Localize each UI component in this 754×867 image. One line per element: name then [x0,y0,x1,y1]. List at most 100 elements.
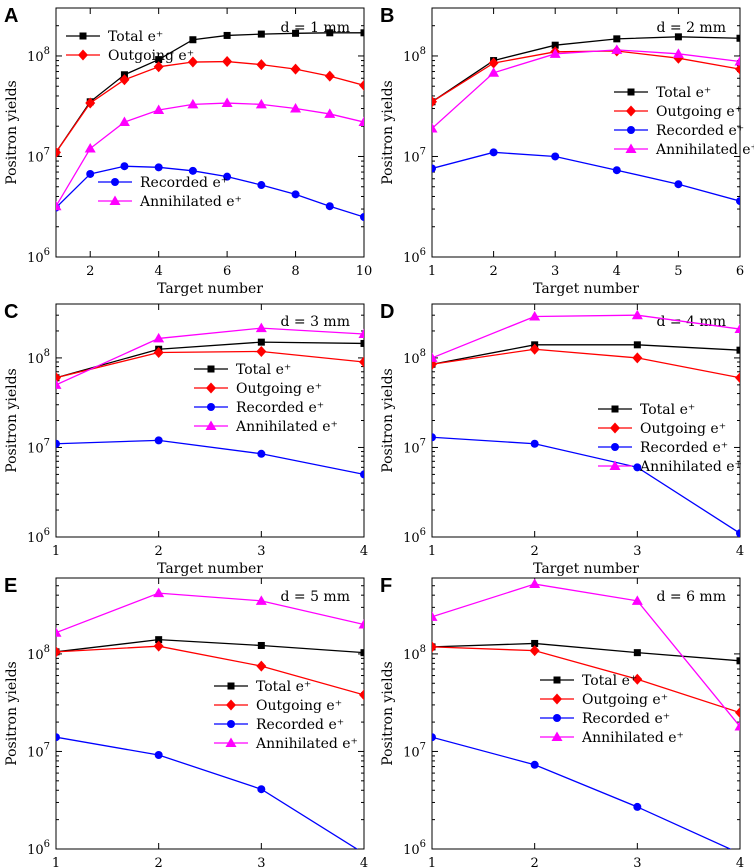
data-point [255,595,267,605]
data-point [551,152,560,161]
legend-marker [207,365,215,373]
y-tick-base: 10 [403,441,420,456]
y-tick-exponent: 6 [420,527,426,538]
legend-label: Annihilated e⁺ [655,142,754,158]
data-point [223,31,231,39]
data-point [530,760,539,769]
data-point [154,436,163,445]
data-point [324,108,336,118]
data-point [531,639,539,647]
y-tick-label: 108 [27,348,50,367]
legend-label: Outgoing e⁺ [108,48,194,64]
y-tick-base: 10 [403,531,420,546]
data-point [154,750,163,759]
series-line [56,592,364,634]
legend-label: Total e⁺ [256,679,311,695]
data-point [432,611,438,621]
data-point [257,641,265,649]
y-tick-base: 10 [403,745,420,760]
data-point [632,352,643,364]
data-point [120,162,129,171]
legend-marker [553,714,561,722]
x-tick-label: 2 [86,264,94,279]
y-tick-label: 108 [27,46,50,65]
data-point [734,323,740,334]
data-point [611,44,623,54]
data-point [56,439,60,448]
data-point [187,56,198,68]
y-tick-label: 107 [27,146,50,165]
legend-marker [625,143,637,153]
y-tick-base: 10 [27,843,44,858]
y-tick-label: 106 [27,839,50,858]
data-point [290,63,301,75]
data-point [488,67,500,77]
data-point [529,311,541,321]
y-tick-base: 10 [403,352,420,367]
data-point [56,372,61,384]
data-point [221,97,233,108]
axes-frame [431,7,741,258]
y-tick-exponent: 8 [420,644,426,655]
y-axis-label: Positron yields [4,661,20,765]
data-point [119,74,130,86]
y-tick-label: 106 [403,527,426,546]
x-tick-label: 1 [52,544,60,559]
series-line [432,646,740,714]
y-tick-label: 106 [27,527,50,546]
x-tick-label: 6 [223,264,231,279]
panel-letter: E [4,575,17,597]
data-point [153,332,165,343]
data-point [292,29,300,37]
y-tick-base: 10 [403,648,420,663]
x-tick-label: 4 [736,856,744,867]
plot-area [56,587,364,849]
data-point [736,657,740,665]
data-point [633,463,642,472]
legend: Total e⁺ Outgoing e⁺ Recorded e⁺ Annihilate… [214,679,358,752]
x-tick-label: 3 [551,264,559,279]
data-point [257,181,266,190]
data-point [360,470,364,479]
x-tick-label: 4 [613,264,621,279]
series-line [432,583,740,727]
y-tick-exponent: 6 [420,839,426,850]
data-point [56,646,61,658]
data-point [256,660,267,672]
data-point [256,345,267,357]
x-tick-label: 2 [489,264,497,279]
x-tick-label: 3 [257,856,265,867]
series-line [432,151,740,202]
series-line [56,645,364,696]
series-line [56,736,359,849]
x-tick-label: 2 [531,856,539,867]
data-point [432,433,436,442]
data-point [118,116,130,127]
legend-label: Total e⁺ [640,402,695,418]
data-point [633,802,642,811]
legend-marker [205,420,217,430]
legend-label: Outgoing e⁺ [256,698,342,714]
data-point [489,148,498,157]
y-tick-exponent: 8 [420,348,426,359]
legend: Total e⁺ Outgoing e⁺ Recorded e⁺ Annihilate… [614,85,754,158]
data-point [188,166,197,175]
legend-label: Total e⁺ [108,29,163,45]
data-point [674,33,682,41]
y-tick-exponent: 7 [420,741,426,752]
data-point [432,164,436,173]
legend: Total e⁺ Outgoing e⁺ Recorded e⁺ Annihilate… [194,362,338,435]
legend: Recorded e⁺ Annihilated e⁺ [98,175,242,210]
legend-marker [610,422,620,434]
plot-area [56,322,364,479]
series-line [432,436,740,534]
y-tick-base: 10 [27,745,44,760]
series-line [432,49,740,129]
x-tick-label: 1 [428,264,436,279]
data-point [734,721,740,731]
data-point [432,96,437,108]
legend: Total e⁺ Outgoing e⁺ Recorded e⁺ Annihilate… [540,673,684,746]
legend-marker [553,676,561,684]
panel-annotation: d = 3 mm [280,314,350,330]
data-point [631,595,643,605]
